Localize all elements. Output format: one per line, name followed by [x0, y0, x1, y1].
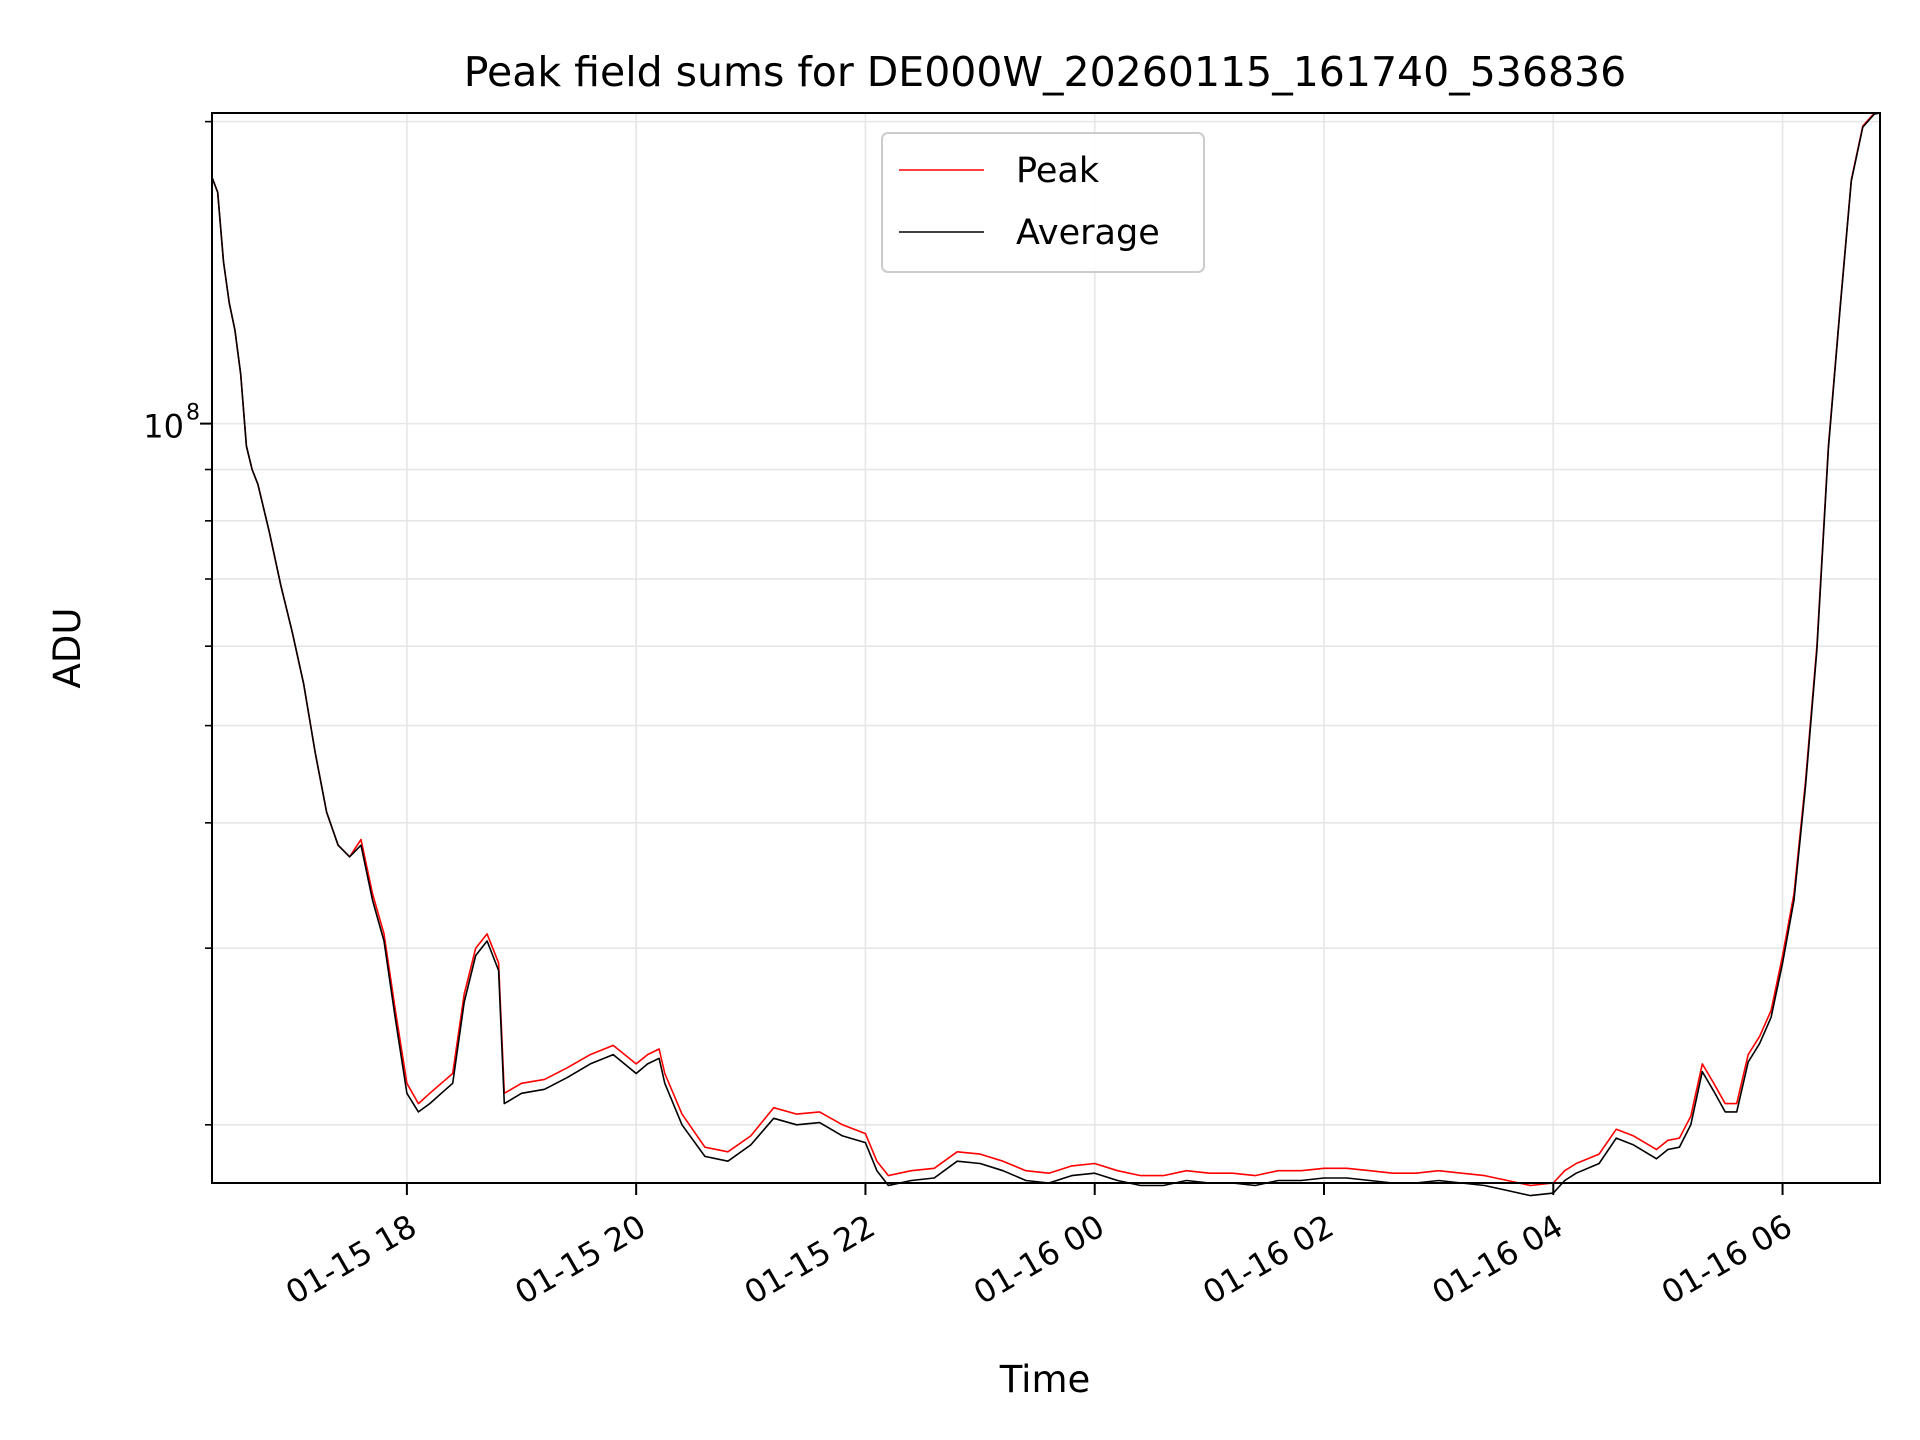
series-line-peak [211, 112, 1880, 1187]
y-axis-label: ADU [46, 608, 89, 689]
x-axis-label: Time [999, 1358, 1091, 1401]
series-line-average [211, 112, 1881, 1197]
y-tick-label: 10 [143, 408, 184, 446]
legend-box [881, 132, 1205, 273]
series-lines [211, 112, 1881, 1197]
plot-frame [211, 112, 1881, 1184]
legend: Peak Average [881, 132, 1205, 273]
legend-label-peak: Peak [1016, 151, 1100, 191]
y-tick-label-exponent: 8 [186, 401, 200, 426]
legend-label-average: Average [1016, 213, 1160, 253]
chart-title: Peak field sums for DE000W_20260115_1617… [464, 48, 1626, 96]
